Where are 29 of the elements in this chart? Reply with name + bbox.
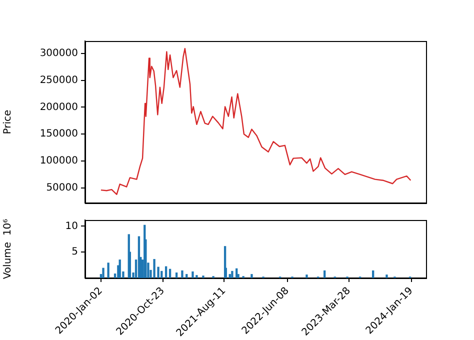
y-tick-label: 300000 [40, 48, 78, 59]
bar [250, 274, 253, 278]
y-tick-label: 50000 [46, 182, 78, 194]
bar [231, 270, 234, 278]
bar [324, 270, 326, 278]
bar [118, 260, 121, 278]
bar [181, 270, 184, 278]
y-tick-label: 100000 [40, 156, 78, 167]
y-tick-label: 5 [72, 246, 78, 258]
bar [102, 268, 104, 278]
bar [186, 274, 188, 278]
bar [107, 262, 110, 278]
bar [372, 270, 374, 278]
bar [306, 274, 308, 278]
bar [192, 271, 194, 278]
bar [228, 274, 231, 278]
y-tick-label: 10 [65, 220, 78, 232]
y-axis-title: Price [2, 110, 14, 134]
bar [153, 259, 156, 278]
y-tick-label: 200000 [40, 102, 78, 113]
bar [160, 270, 163, 278]
bar [168, 268, 172, 278]
y-axis-title: Volume 10⁶ [2, 218, 14, 280]
y-tick-label: 250000 [40, 74, 78, 86]
bar [386, 274, 388, 278]
bar [196, 275, 198, 278]
bar [175, 272, 178, 278]
bar [164, 266, 168, 278]
y-tick-label: 150000 [40, 128, 78, 140]
